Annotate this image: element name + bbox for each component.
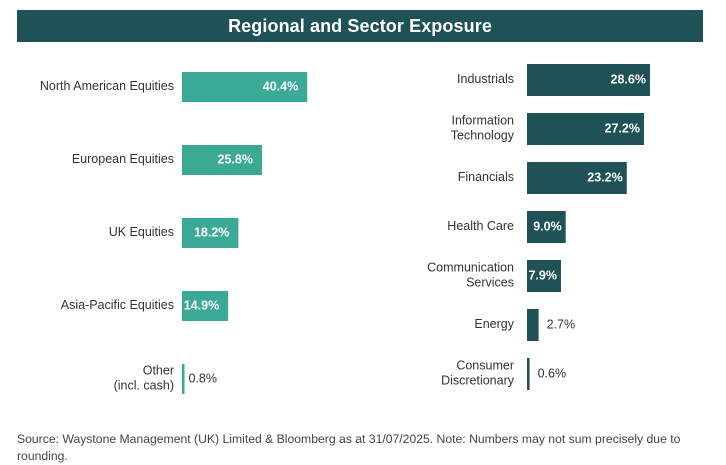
regional-category-label: European Equities — [72, 152, 174, 166]
regional-bar — [182, 145, 262, 175]
chart-title: Regional and Sector Exposure — [228, 15, 492, 36]
regional-category-label: UK Equities — [109, 225, 174, 239]
sector-category-label: Energy — [474, 317, 514, 331]
sector-bar — [527, 64, 650, 96]
sector-value-label: 2.7% — [547, 317, 576, 331]
sector-bar — [527, 309, 539, 341]
regional-category-label: Asia-Pacific Equities — [61, 298, 174, 312]
sector-value-label: 23.2% — [587, 170, 622, 184]
regional-category-label: Other (incl. cash) — [114, 364, 174, 393]
sector-value-label: 7.9% — [528, 268, 557, 282]
chart-title-bar: Regional and Sector Exposure — [17, 10, 703, 42]
regional-category-label: North American Equities — [40, 79, 174, 93]
sector-value-label: 0.6% — [538, 366, 567, 380]
sector-bar — [527, 260, 561, 292]
regional-bar — [182, 72, 308, 102]
sector-bar — [527, 113, 644, 145]
regional-bar — [182, 364, 185, 394]
regional-value-label: 14.9% — [184, 298, 219, 312]
sector-bar — [527, 211, 566, 243]
regional-value-label: 0.8% — [189, 371, 218, 385]
regional-value-label: 18.2% — [194, 225, 229, 239]
sector-category-label: Industrials — [457, 72, 514, 86]
regional-value-label: 25.8% — [218, 152, 253, 166]
regional-bar — [182, 218, 239, 248]
sector-bar — [527, 162, 627, 194]
regional-bar — [182, 291, 229, 321]
sector-category-label: Information Technology — [451, 114, 515, 143]
sector-category-label: Health Care — [447, 219, 514, 233]
sector-value-label: 9.0% — [533, 219, 562, 233]
sector-category-label: Consumer Discretionary — [441, 359, 515, 388]
sector-value-label: 27.2% — [605, 121, 640, 135]
regional-value-label: 40.4% — [263, 79, 298, 93]
source-note: Source: Waystone Management (UK) Limited… — [17, 432, 681, 463]
sector-bar — [527, 358, 530, 390]
sector-value-label: 28.6% — [611, 72, 646, 86]
sector-category-label: Communication Services — [427, 261, 514, 290]
sector-category-label: Financials — [458, 170, 514, 184]
